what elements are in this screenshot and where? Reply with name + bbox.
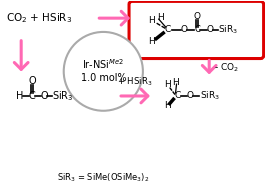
Text: SiR$_3$: SiR$_3$ [218, 24, 238, 36]
Text: - CO$_2$: - CO$_2$ [214, 61, 239, 74]
Text: H: H [172, 78, 179, 87]
Text: H: H [164, 101, 171, 110]
Text: O: O [187, 91, 194, 101]
Text: SiR$_3$: SiR$_3$ [200, 90, 220, 102]
Text: 1.0 mol%: 1.0 mol% [81, 73, 126, 83]
Text: H: H [15, 91, 23, 101]
Text: O: O [194, 12, 201, 21]
Text: H: H [157, 13, 164, 22]
Text: SiR$_3$: SiR$_3$ [52, 89, 73, 103]
Text: O: O [207, 26, 214, 34]
Text: C: C [194, 26, 200, 34]
Text: + HSiR$_3$: + HSiR$_3$ [117, 76, 153, 88]
Text: H: H [148, 16, 155, 25]
Text: O: O [28, 76, 36, 86]
Text: O: O [181, 26, 188, 34]
Text: H: H [148, 37, 155, 46]
Text: SiR$_3$ = SiMe(OSiMe$_3$)$_2$: SiR$_3$ = SiMe(OSiMe$_3$)$_2$ [57, 171, 149, 184]
Text: C: C [174, 91, 181, 101]
Text: H: H [164, 80, 171, 89]
FancyBboxPatch shape [129, 1, 264, 59]
Circle shape [64, 32, 143, 111]
Text: C: C [29, 91, 35, 101]
Text: CO$_2$ + HSiR$_3$: CO$_2$ + HSiR$_3$ [6, 11, 73, 25]
Text: O: O [40, 91, 48, 101]
Text: C: C [164, 26, 171, 34]
Text: Ir-NSi$^{Me2}$: Ir-NSi$^{Me2}$ [82, 57, 124, 71]
